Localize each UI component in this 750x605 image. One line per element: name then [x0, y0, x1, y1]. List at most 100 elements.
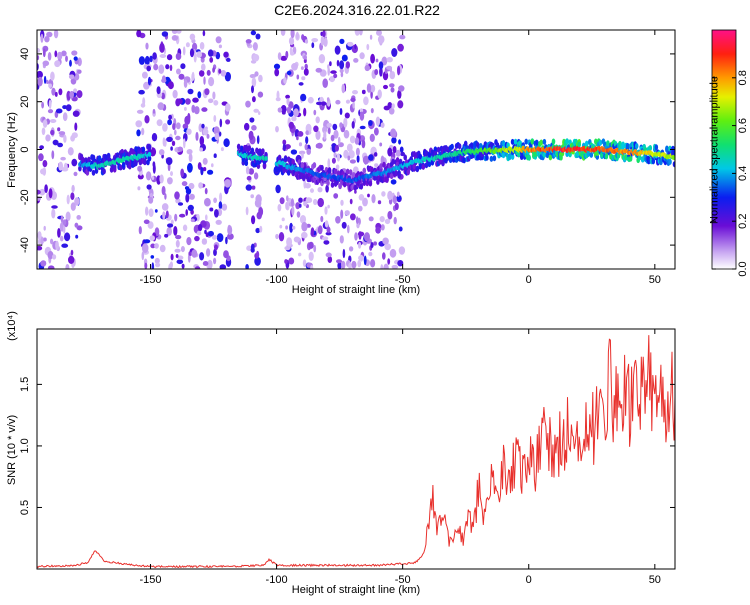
- spectrogram-speckle: [290, 149, 298, 155]
- spectrogram-speckle: [355, 147, 360, 156]
- spectrogram-ridge-halo: [530, 138, 535, 145]
- spectrogram-speckle: [145, 171, 152, 181]
- spectrogram-ridge-halo: [236, 143, 241, 150]
- spectrogram-speckle: [206, 248, 211, 257]
- spectrogram-speckle: [341, 221, 347, 229]
- spectrogram-speckle: [183, 138, 186, 149]
- spectrogram-speckle: [359, 255, 363, 260]
- spectrogram-speckle: [159, 174, 164, 184]
- spectrogram-speckle: [209, 57, 214, 63]
- spectrogram-speckle: [390, 179, 397, 185]
- spectrogram-x-tick-label: 50: [649, 274, 661, 286]
- spectrogram-speckle: [149, 235, 155, 241]
- spectrogram-speckle: [290, 30, 295, 39]
- spectrogram-speckle: [322, 30, 326, 38]
- spectrogram-speckle: [291, 206, 295, 216]
- spectrogram-speckle: [284, 259, 288, 264]
- spectrogram-speckle: [274, 68, 280, 77]
- spectrogram-speckle: [323, 240, 330, 245]
- spectrogram-speckle: [169, 261, 173, 269]
- spectrogram-speckle: [185, 98, 191, 105]
- spectrogram-speckle: [184, 115, 191, 125]
- spectrogram-speckle: [165, 64, 170, 70]
- spectrogram-speckle: [246, 175, 252, 181]
- spectrogram-speckle: [250, 194, 254, 199]
- spectrogram-ridge-halo: [628, 155, 633, 162]
- spectrogram-speckle: [214, 244, 218, 251]
- spectrogram-speckle: [326, 122, 332, 128]
- spectrogram-speckle: [369, 34, 373, 40]
- spectrogram-speckle: [53, 30, 59, 39]
- spectrogram-speckle: [347, 155, 351, 161]
- spectrogram-speckle: [313, 244, 317, 253]
- spectrogram-speckle: [202, 261, 209, 266]
- spectrogram-ridge-halo: [604, 153, 609, 160]
- spectrogram-ridge-halo: [389, 173, 394, 180]
- spectrogram-speckle: [397, 260, 404, 267]
- spectrogram-speckle: [387, 190, 393, 201]
- spectrogram-speckle: [293, 108, 299, 118]
- spectrogram-speckle: [317, 197, 325, 208]
- spectrogram-speckle: [322, 236, 329, 241]
- spectrogram-speckle: [326, 97, 330, 102]
- spectrogram-y-axis-label: Frequency (Hz): [6, 112, 18, 188]
- spectrogram-speckle: [38, 153, 44, 162]
- spectrogram-speckle: [74, 122, 78, 131]
- spectrogram-ridge-halo: [379, 163, 383, 170]
- spectrogram-speckle: [362, 155, 370, 165]
- spectrogram-speckle: [141, 251, 145, 261]
- spectrogram-speckle: [382, 237, 389, 245]
- spectrogram-speckle: [51, 205, 58, 209]
- spectrogram-speckle: [182, 224, 188, 232]
- spectrogram-ridge-halo: [450, 143, 454, 150]
- spectrogram-speckle: [340, 199, 344, 206]
- spectrogram-speckle: [255, 227, 260, 234]
- spectrogram-speckle: [304, 39, 309, 44]
- spectrogram-ridge-halo: [524, 138, 528, 145]
- spectrogram-speckle: [248, 130, 254, 141]
- spectrogram-ridge-halo: [147, 144, 152, 150]
- spectrogram-speckle: [391, 137, 397, 144]
- spectrogram-ridge-halo: [300, 162, 305, 169]
- spectrogram-speckle: [154, 257, 160, 264]
- spectrogram-speckle: [245, 100, 251, 108]
- spectrogram-speckle: [336, 153, 341, 162]
- snr-x-tick-label: -100: [266, 574, 288, 586]
- spectrogram-speckle: [339, 60, 345, 70]
- spectrogram-speckle: [144, 115, 150, 124]
- spectrogram-speckle: [206, 69, 211, 76]
- spectrogram-ridge-halo: [112, 164, 117, 170]
- spectrogram-speckle: [256, 135, 260, 145]
- spectrogram-speckle: [370, 53, 375, 64]
- spectrogram-speckle: [334, 144, 339, 152]
- spectrogram-speckle: [175, 52, 182, 61]
- spectrogram-speckle: [215, 51, 221, 60]
- spectrogram-speckle: [57, 51, 63, 61]
- spectrogram-speckle: [42, 119, 48, 128]
- spectrogram-speckle: [73, 88, 78, 93]
- spectrogram-speckle: [308, 251, 314, 261]
- spectrogram-ridge-halo: [78, 165, 82, 172]
- spectrogram-speckle: [148, 208, 154, 217]
- spectrogram-speckle: [165, 210, 169, 219]
- spectrogram-speckle: [67, 147, 74, 156]
- spectrogram-speckle: [311, 42, 315, 49]
- spectrogram-speckle: [351, 121, 355, 129]
- spectrogram-speckle: [144, 55, 150, 66]
- spectrogram-speckle: [213, 115, 217, 122]
- spectrogram-speckle: [68, 74, 75, 80]
- spectrogram-speckle: [296, 211, 301, 218]
- snr-x-tick-label: -150: [139, 574, 161, 586]
- spectrogram-speckle: [353, 58, 359, 63]
- spectrogram-speckle: [206, 133, 210, 139]
- spectrogram-ridge-halo: [462, 157, 467, 164]
- spectrogram-ridge-halo: [548, 154, 553, 161]
- spectrogram-ridge-halo: [651, 158, 656, 165]
- spectrogram-ridge-halo: [672, 161, 675, 168]
- spectrogram-speckle: [62, 112, 68, 122]
- spectrogram-speckle: [344, 112, 350, 119]
- spectrogram-speckle: [286, 195, 289, 202]
- spectrogram-speckle: [363, 255, 367, 266]
- spectrogram-speckle: [275, 233, 279, 240]
- spectrogram-ridge-halo: [326, 180, 330, 186]
